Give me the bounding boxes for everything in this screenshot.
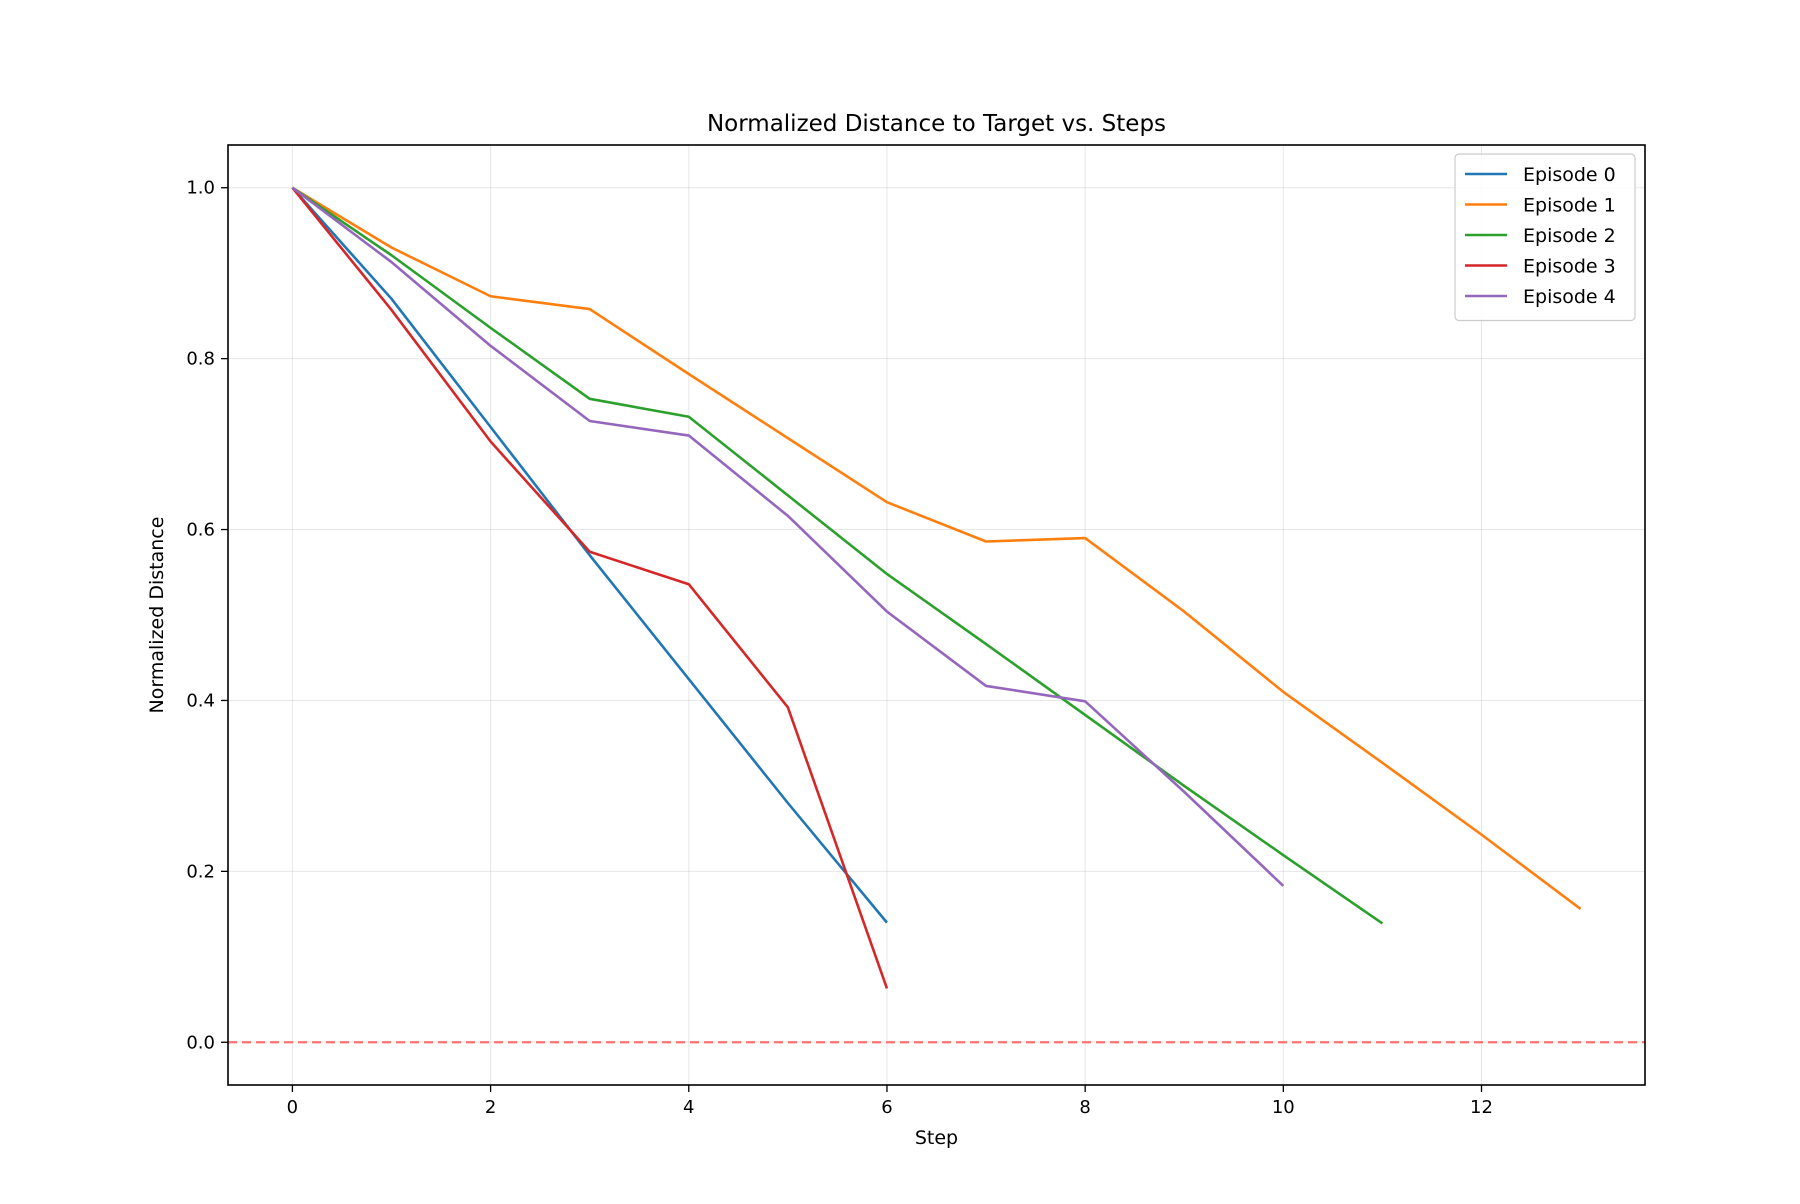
y-tick-label: 0.4 — [186, 690, 215, 711]
x-axis-ticks: 0 2 4 6 8 10 12 — [287, 1085, 1493, 1118]
x-axis-label: Step — [915, 1127, 958, 1149]
series-line-episode-0 — [291, 186, 888, 924]
legend-label-episode-0: Episode 0 — [1523, 164, 1616, 186]
legend-label-episode-2: Episode 2 — [1523, 225, 1616, 247]
legend-label-episode-4: Episode 4 — [1523, 286, 1616, 308]
x-tick-label: 4 — [683, 1097, 694, 1118]
y-tick-label: 0.0 — [186, 1032, 215, 1053]
chart-title: Normalized Distance to Target vs. Steps — [707, 111, 1166, 137]
y-tick-label: 0.2 — [186, 861, 215, 882]
grid-lines — [228, 145, 1645, 1085]
series-layer — [291, 186, 1582, 989]
y-tick-label: 0.6 — [186, 520, 215, 541]
y-axis-ticks: 0.0 0.2 0.4 0.6 0.8 1.0 — [186, 178, 228, 1053]
x-tick-label: 2 — [485, 1097, 496, 1118]
y-tick-label: 0.8 — [186, 349, 215, 370]
y-axis-label: Normalized Distance — [146, 517, 168, 714]
series-line-episode-4 — [291, 186, 1285, 887]
series-line-episode-1 — [291, 186, 1582, 910]
y-tick-label: 1.0 — [186, 178, 215, 199]
plot-frame — [227, 144, 1646, 1086]
x-tick-label: 12 — [1470, 1097, 1493, 1118]
legend-label-episode-1: Episode 1 — [1523, 195, 1616, 217]
x-tick-label: 8 — [1079, 1097, 1090, 1118]
x-tick-label: 10 — [1272, 1097, 1295, 1118]
series-line-episode-2 — [291, 186, 1384, 925]
legend: Episode 0 Episode 1 Episode 2 Episode 3 Epis… — [1454, 153, 1636, 322]
legend-box — [1454, 153, 1636, 322]
x-tick-label: 0 — [287, 1097, 298, 1118]
x-tick-label: 6 — [881, 1097, 892, 1118]
legend-label-episode-3: Episode 3 — [1523, 256, 1616, 278]
series-line-episode-3 — [291, 186, 889, 989]
